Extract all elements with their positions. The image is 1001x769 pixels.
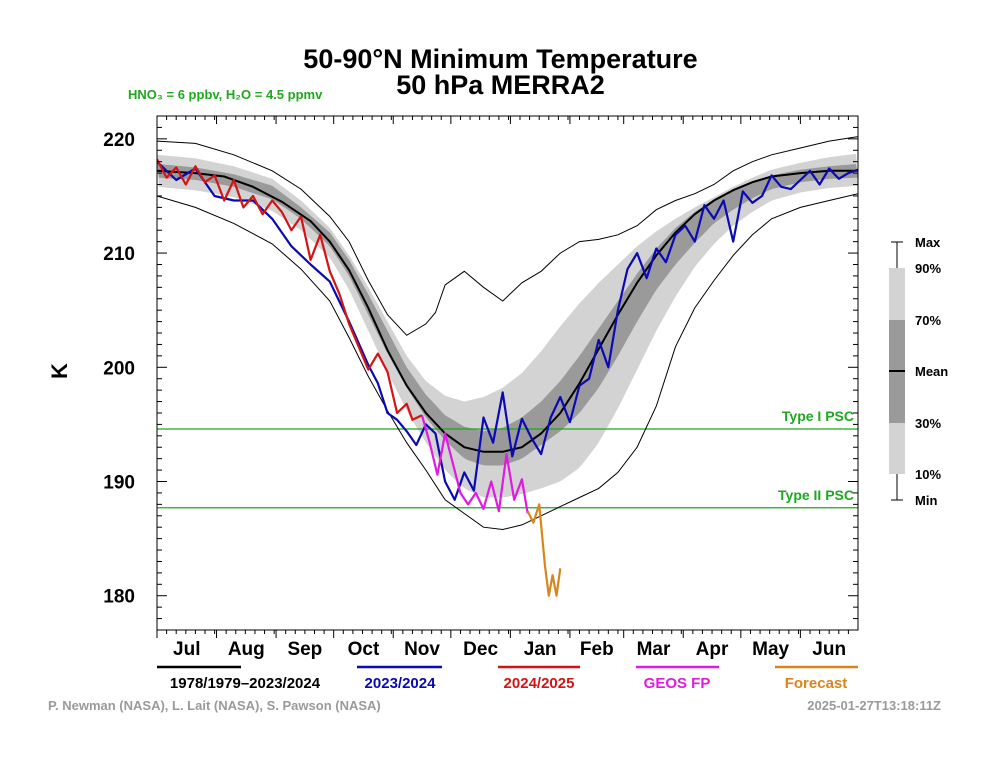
x-month-label: Jun	[812, 639, 846, 660]
credit-authors: P. Newman (NASA), L. Lait (NASA), S. Paw…	[48, 698, 381, 713]
plot-frame	[156, 115, 859, 631]
credit-timestamp: 2025-01-27T13:18:11Z	[807, 698, 941, 713]
x-month-label: May	[752, 639, 789, 660]
y-tick-label: 190	[103, 473, 135, 494]
x-month-label: Mar	[637, 639, 671, 660]
x-month-label: Sep	[287, 639, 322, 660]
y-tick-label: 220	[103, 130, 135, 151]
x-month-label: Jul	[173, 639, 200, 660]
y-tick-label: 180	[103, 587, 135, 608]
key-band-upper-light	[889, 268, 905, 320]
psc-label-2: Type II PSC	[778, 487, 854, 503]
key-label: Min	[915, 493, 937, 508]
chart-title-line1: 50-90°N Minimum Temperature	[303, 44, 698, 74]
x-month-label: Oct	[348, 639, 380, 660]
legend-label: 2024/2025	[504, 675, 575, 692]
series-2023-2024	[157, 160, 858, 501]
x-month-label: Aug	[228, 639, 265, 660]
legend-label: 1978/1979–2023/2024	[170, 675, 321, 692]
key-label: 10%	[915, 467, 941, 482]
chart-subtitle: HNO₃ = 6 ppbv, H₂O = 4.5 ppmv	[128, 87, 323, 102]
legend-label: GEOS FP	[644, 675, 711, 692]
max-line	[157, 136, 858, 336]
series-geos-fp	[420, 415, 529, 514]
key-label: Mean	[915, 364, 948, 379]
key-label: Max	[915, 235, 941, 250]
series-forecast	[526, 503, 562, 597]
key-label: 70%	[915, 313, 941, 328]
legend-label: Forecast	[785, 675, 848, 692]
key-band-lower-light	[889, 423, 905, 474]
key-label: 30%	[915, 416, 941, 431]
x-month-label: Feb	[580, 639, 614, 660]
plot-layer	[157, 136, 858, 597]
x-month-label: Dec	[463, 639, 498, 660]
legend-label: 2023/2024	[365, 675, 437, 692]
psc-label-1: Type I PSC	[782, 408, 854, 424]
band-30-70	[157, 164, 858, 466]
mean-line	[157, 169, 858, 453]
series-2024-2025	[157, 158, 423, 421]
x-month-label: Jan	[524, 639, 557, 660]
x-month-label: Nov	[404, 639, 440, 660]
y-tick-label: 210	[103, 244, 135, 265]
y-tick-label: 200	[103, 358, 135, 379]
chart-title-line2: 50 hPa MERRA2	[396, 70, 605, 100]
x-month-label: Apr	[696, 639, 729, 660]
key-label: 90%	[915, 261, 941, 276]
